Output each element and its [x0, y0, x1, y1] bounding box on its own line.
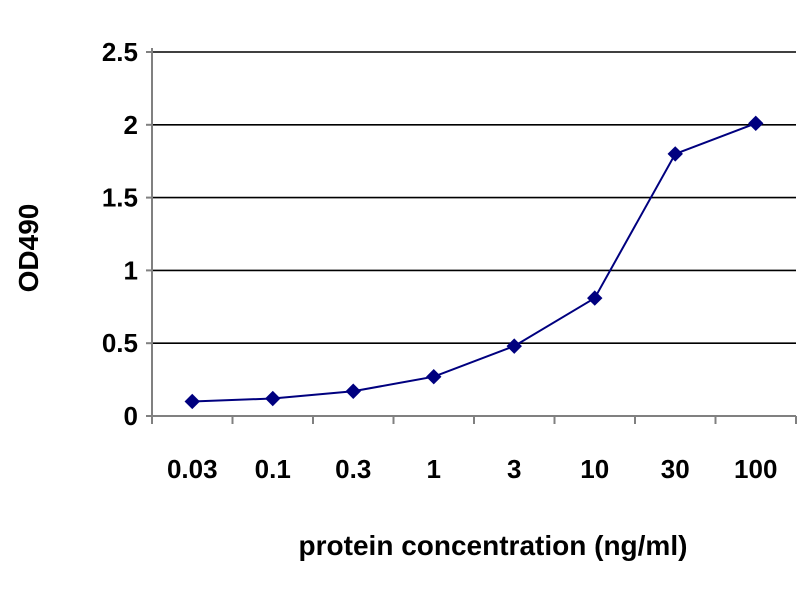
x-tick-label: 30: [661, 454, 690, 484]
data-point: [587, 290, 603, 306]
y-axis-title: OD490: [13, 204, 44, 293]
x-tick-label: 3: [507, 454, 521, 484]
y-tick-label: 1: [124, 255, 138, 285]
labels: 0 0.5 1 1.5 2 2.5 0.03 0.1 0.3 1 3 10 30 100: [102, 37, 778, 484]
x-tick-label: 10: [580, 454, 609, 484]
x-tick-label: 0.03: [167, 454, 218, 484]
x-axis-title: protein concentration (ng/ml): [299, 530, 688, 561]
data-point: [667, 146, 683, 162]
y-tick-label: 2.5: [102, 37, 138, 67]
data-point: [265, 390, 281, 407]
y-tick-label: 0.5: [102, 328, 138, 358]
y-tick-label: 2: [124, 110, 138, 140]
x-tick-label: 0.3: [335, 454, 371, 484]
series-line: [192, 122, 757, 403]
data-point: [426, 368, 442, 385]
gridlines: [152, 51, 796, 345]
x-tick-label: 100: [734, 454, 777, 484]
x-tick-label: 0.1: [255, 454, 291, 484]
y-tick-label: 1.5: [102, 183, 138, 213]
y-tick-label: 0: [124, 401, 138, 431]
data-point: [506, 338, 522, 354]
data-point: [748, 115, 764, 132]
data-point: [184, 393, 200, 410]
data-point: [345, 383, 361, 399]
axes: [146, 48, 797, 424]
series: [184, 115, 764, 410]
x-tick-label: 1: [427, 454, 441, 484]
